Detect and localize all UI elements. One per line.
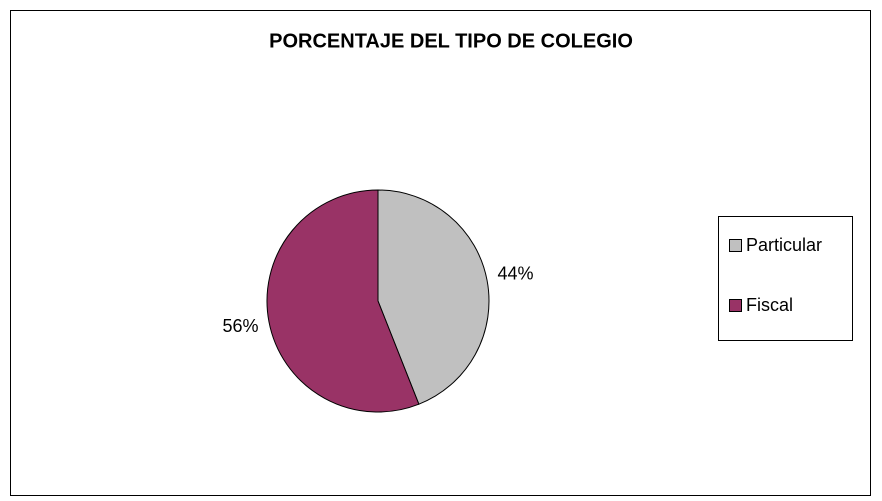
data-label: 44% [498, 264, 534, 284]
pie-slice [266, 189, 420, 413]
legend-swatch [729, 299, 742, 312]
data-label: 56% [222, 316, 258, 336]
legend-swatch [729, 239, 742, 252]
chart-title: PORCENTAJE DEL TIPO DE COLEGIO [269, 30, 633, 52]
pie-slice [377, 189, 490, 405]
legend-label: Particular [746, 235, 822, 255]
legend-label: Fiscal [746, 295, 793, 315]
legend-box [718, 216, 853, 341]
